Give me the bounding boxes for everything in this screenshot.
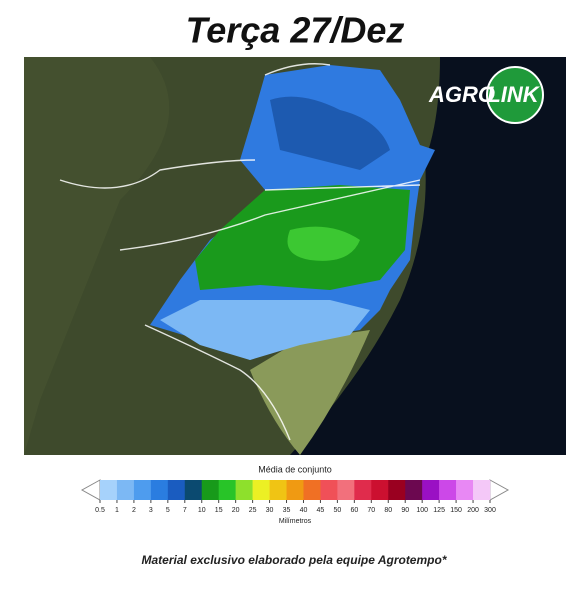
colorbar-tick-label: 15 [215,507,223,514]
map: AGRO LINK [24,57,566,455]
colorbar-title: Média de conjunto [258,464,332,474]
colorbar-segment [201,480,219,500]
colorbar-segment [439,480,457,500]
colorbar-tick-label: 80 [384,507,392,514]
colorbar-tick-label: 20 [232,507,240,514]
colorbar-tick-label: 45 [317,507,325,514]
colorbar-segment [320,480,338,500]
colorbar-tick-label: 100 [416,507,428,514]
colorbar-tick-label: 5 [166,507,170,514]
land-shade [24,57,170,455]
colorbar-segment [133,480,152,500]
logo-right: LINK [487,82,540,107]
rain-green-light [287,226,360,261]
colorbar-segment [388,480,406,500]
colorbar-tick-label: 35 [283,507,291,514]
colorbar-tick-label: 50 [333,507,341,514]
ocean [290,57,566,455]
colorbar-tick-label: 30 [266,507,274,514]
rain-light [160,300,370,360]
colorbar-segment [269,480,287,500]
colorbar-segment [150,480,169,500]
title: Terça 27/Dez [186,10,405,51]
colorbar: 0.5 1 2 3 5 7 10 15 20 25 30 35 40 45 50 60 70 80 90 100 125… [80,479,510,514]
colorbar-segment [473,480,491,500]
colorbar-tick-label: 7 [183,507,187,514]
colorbar-tick-label: 70 [367,507,375,514]
colorbar-segment [456,480,474,500]
colorbar-segment [184,480,203,500]
borders [59,63,421,441]
colorbar-segment [354,480,372,500]
colorbar-tick-label: 90 [401,507,409,514]
colorbar-tick-label: 150 [450,507,462,514]
colorbar-right-end [489,479,510,501]
logo-left: AGRO [428,82,495,107]
colorbar-tick-label: 200 [467,507,479,514]
colorbar-segment [422,480,440,500]
colorbar-tick-label: 60 [350,507,358,514]
colorbar-segment [235,480,253,500]
colorbar-tick-label: 125 [433,507,445,514]
colorbar-segment [371,480,389,500]
land-south [250,330,370,455]
colorbar-tick-label: 300 [484,507,496,514]
logo-circle [486,66,544,124]
colorbar-tick-label: 2 [132,507,136,514]
colorbar-segment [337,480,355,500]
colorbar-tick-label: 0.5 [95,507,105,514]
colorbar-tick-label: 40 [300,507,308,514]
colorbar-segment [405,480,423,500]
colorbar-left-end [80,479,101,501]
colorbar-segment [303,480,321,500]
colorbar-segment [116,480,135,500]
colorbar-tick-label: 10 [198,507,206,514]
colorbar-tick-label: 1 [115,507,119,514]
colorbar-segment [286,480,304,500]
footer: Material exclusivo elaborado pela equipe… [142,553,448,567]
colorbar-unit: Milímetros [279,518,312,525]
colorbar-segment [167,480,186,500]
rain-core [270,96,390,170]
colorbar-segment [100,480,118,500]
colorbar-segment [252,480,270,500]
colorbar-segment [218,480,236,500]
colorbar-tick-label: 3 [149,507,153,514]
colorbar-tick-label: 25 [249,507,257,514]
